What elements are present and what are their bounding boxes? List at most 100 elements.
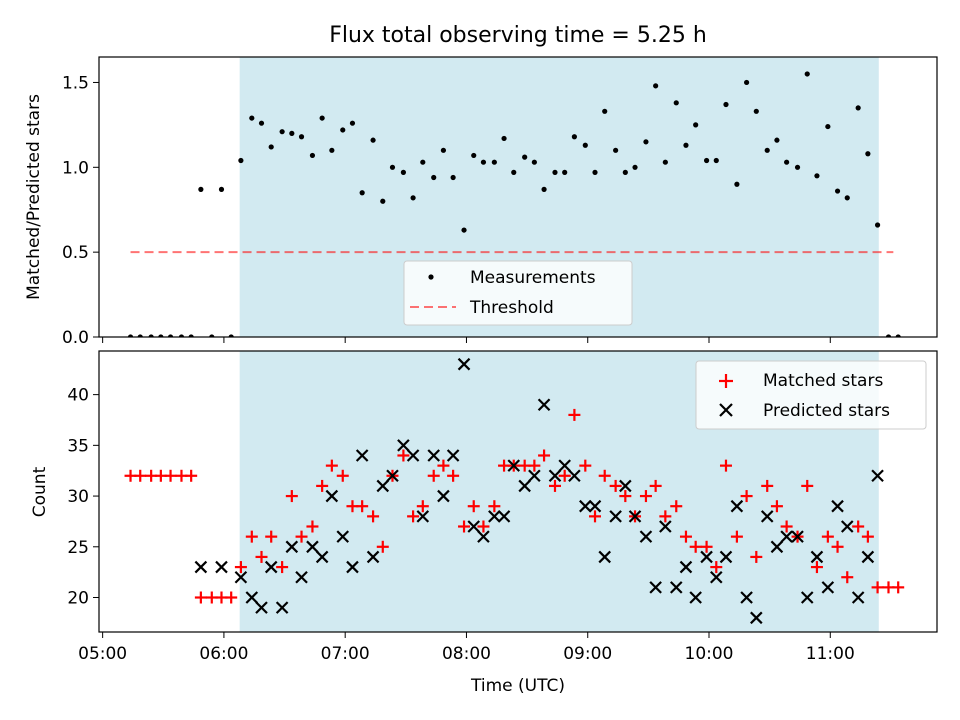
predicted-star-point (336, 530, 350, 543)
matched-star-point (841, 571, 854, 584)
x-tick-label: 05:00 (78, 644, 127, 664)
y-tick-label: 0.5 (62, 243, 89, 263)
matched-star-point (750, 550, 763, 563)
matched-star-point (285, 490, 298, 503)
matched-star-point (639, 490, 652, 503)
predicted-star-point (446, 449, 460, 462)
y-tick-label: 30 (67, 487, 89, 507)
measurement-point (268, 144, 274, 150)
matched-star-point (780, 520, 793, 533)
measurement-point (410, 195, 416, 201)
matched-star-point (488, 500, 501, 513)
legend: Measurements Threshold (403, 260, 633, 326)
measurement-point (582, 142, 588, 148)
measurement-point (319, 115, 325, 121)
predicted-star-point (679, 560, 693, 574)
predicted-star-point (255, 601, 268, 614)
predicted-star-point (518, 479, 531, 493)
matched-star-point (458, 520, 471, 533)
measurement-point (683, 142, 689, 148)
predicted-star-point (770, 540, 784, 554)
matched-star-point (316, 479, 329, 492)
measurement-point (480, 159, 487, 165)
matched-star-point (467, 500, 480, 513)
measurement-point (562, 169, 568, 175)
measurement-point (693, 122, 699, 128)
matched-star-point (447, 469, 460, 482)
x-tick-label: 10:00 (685, 644, 734, 664)
matched-star-point (740, 490, 753, 503)
predicted-star-point (628, 510, 642, 523)
matched-star-point (245, 530, 258, 543)
predicted-star-point (810, 550, 824, 564)
measurement-point (209, 334, 215, 337)
legend-marker-matched (719, 374, 733, 388)
y-tick-label: 1.0 (62, 158, 89, 178)
measurement-point (723, 101, 729, 108)
predicted-star-point (851, 591, 865, 604)
legend-box (403, 260, 633, 326)
legend-box (695, 360, 927, 430)
measurement-point (400, 169, 406, 175)
matched-star-point (477, 520, 490, 533)
predicted-star-point (507, 459, 521, 472)
matched-star-point (265, 530, 278, 543)
predicted-star-point (791, 530, 804, 543)
measurement-point (632, 164, 638, 170)
matched-star-point (810, 561, 823, 574)
y-tick-label: 35 (67, 436, 89, 456)
matched-star-point (589, 510, 602, 523)
matched-star-point (679, 530, 692, 543)
matched-star-point (376, 540, 389, 553)
predicted-star-point (295, 570, 308, 584)
measurement-point (431, 174, 437, 181)
predicted-star-point (840, 520, 854, 533)
measurement-point (501, 135, 507, 142)
measurement-point (834, 188, 841, 194)
measurement-point (622, 169, 628, 175)
measurement-point (298, 134, 305, 140)
measurement-point (744, 79, 750, 86)
count-points (124, 357, 905, 625)
measurement-point (844, 195, 850, 201)
predicted-star-point (215, 560, 228, 574)
predicted-star-point (537, 398, 551, 412)
matched-star-point (861, 530, 874, 543)
legend-marker-predicted (719, 403, 733, 417)
measurement-point (491, 159, 497, 165)
predicted-star-point (234, 570, 248, 584)
predicted-star-point (386, 469, 399, 483)
y-axis-label: Count (30, 466, 50, 517)
measurement-point (420, 159, 426, 165)
measurement-point (198, 186, 204, 192)
measurement-point (340, 127, 346, 133)
legend-marker-measurements (428, 274, 434, 280)
y-axis-label: Matched/Predicted stars (24, 94, 44, 300)
measurement-point (148, 334, 154, 337)
predicted-star-point (649, 581, 662, 594)
measurement-point (794, 164, 801, 170)
predicted-star-point (548, 469, 562, 483)
predicted-star-point (376, 479, 390, 493)
matched-star-point (852, 520, 865, 533)
predicted-star-point (760, 510, 774, 523)
matched-star-point (306, 520, 319, 533)
predicted-star-point (558, 459, 571, 472)
matched-star-point (276, 561, 289, 574)
matched-star-point (568, 408, 581, 421)
matched-star-point (437, 459, 450, 472)
predicted-star-point (467, 520, 481, 533)
measurement-point (753, 108, 759, 114)
measurement-point (734, 181, 740, 187)
measurement-point (764, 147, 770, 153)
y-tick-label: 1.5 (62, 73, 89, 93)
x-tick-label: 08:00 (442, 644, 491, 664)
matched-star-point (295, 530, 308, 543)
matched-star-point (719, 459, 732, 472)
predicted-star-point (325, 489, 339, 503)
matched-star-point (598, 469, 611, 482)
measurement-point (218, 186, 225, 192)
predicted-star-point (497, 510, 511, 523)
matched-star-point (134, 469, 147, 482)
